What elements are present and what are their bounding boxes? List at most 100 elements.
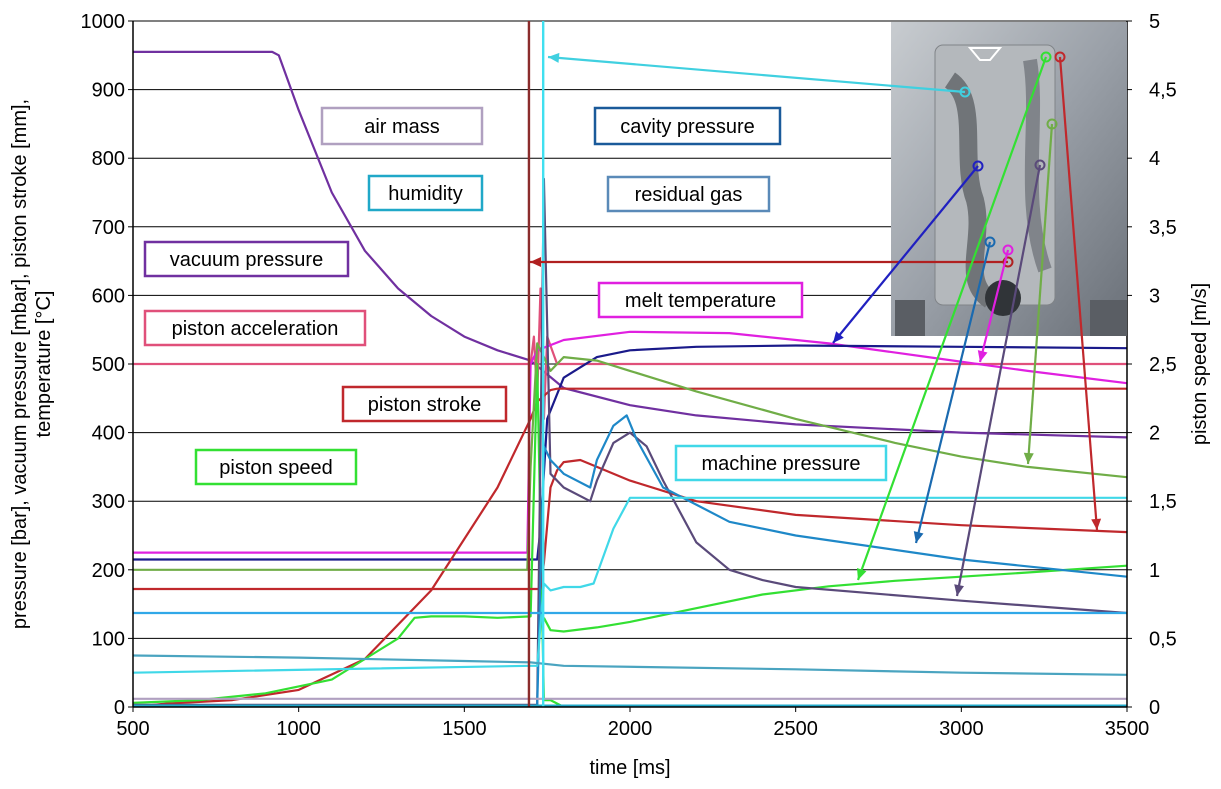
annotation-arrows — [530, 51, 1102, 597]
series-piston-speed — [133, 362, 1127, 707]
legend-box-vacuum-pressure: vacuum pressure — [143, 240, 350, 278]
arrow-head — [833, 331, 844, 343]
y-left-tick-label: 400 — [92, 423, 125, 445]
inset-shot-sleeve — [985, 280, 1021, 316]
legend-box-frame — [674, 444, 888, 482]
series-residual-gas — [133, 177, 1127, 707]
legend-box-label: cavity pressure — [620, 116, 755, 138]
x-tick-label: 2500 — [773, 718, 818, 740]
legend-box-melt-temperature: melt temperature — [597, 281, 804, 319]
y-right-tick-label: 3 — [1149, 285, 1160, 307]
x-tick-label: 2000 — [608, 718, 653, 740]
x-tick-label: 1000 — [276, 718, 321, 740]
inset-runner-right — [1023, 58, 1052, 273]
annotation-arrow-2 — [530, 256, 1014, 268]
annotation-arrow-5 — [977, 244, 1014, 363]
series-layer — [133, 21, 1127, 707]
y-right-tick-label: 4 — [1149, 148, 1160, 170]
y-left-axis-label-line-2: temperature [°C] — [33, 291, 55, 438]
arrow-shaft — [914, 241, 992, 544]
arrow-head — [1091, 518, 1102, 530]
arrow-head — [1023, 452, 1034, 464]
x-axis-label: time [ms] — [589, 757, 670, 779]
x-tick-label: 500 — [116, 718, 149, 740]
y-left-tick-label: 800 — [92, 148, 125, 170]
arrow-origin-circle — [972, 160, 984, 172]
series-vacuum-pressure — [133, 50, 1127, 439]
legend-box-frame — [143, 240, 350, 278]
x-tick-label: 3500 — [1105, 718, 1150, 740]
annotation-arrow-8 — [856, 51, 1052, 581]
legend-box-label: humidity — [388, 183, 462, 205]
inset-photo — [891, 22, 1127, 336]
annotation-arrow-3 — [832, 160, 984, 344]
series-piston-acceleration — [133, 287, 1127, 420]
x-tick-label: 1500 — [442, 718, 487, 740]
annotation-arrow-9 — [1054, 51, 1102, 531]
y-right-tick-label: 2 — [1149, 423, 1160, 445]
y-right-tick-label: 0 — [1149, 697, 1160, 719]
legend-box-machine-pressure: machine pressure — [674, 444, 888, 482]
legend-box-label: piston acceleration — [172, 318, 339, 340]
series-machine-pressure — [133, 414, 1127, 707]
annotation-arrow-7 — [1023, 118, 1058, 465]
arrow-shaft — [856, 56, 1048, 581]
arrow-shaft — [955, 164, 1042, 597]
legend-box-piston-stroke: piston stroke — [341, 385, 508, 423]
legend-box-label: machine pressure — [702, 453, 861, 475]
series-piston-stroke — [133, 387, 1127, 707]
legend-box-frame — [194, 448, 358, 486]
series-cyan-trace — [133, 496, 1127, 674]
legend-box-label: residual gas — [635, 184, 743, 206]
legend-box-cavity-pressure: cavity pressure — [593, 106, 782, 146]
arrow-head — [954, 584, 964, 596]
y-left-tick-label: 900 — [92, 80, 125, 102]
annotation-arrow-6 — [954, 159, 1046, 597]
y-right-tick-label: 4,5 — [1149, 80, 1177, 102]
arrow-shaft — [547, 55, 966, 94]
legend-box-frame — [593, 106, 782, 146]
annotation-arrow-4 — [913, 236, 996, 544]
legend-box-frame — [597, 281, 804, 319]
legend-box-humidity: humidity — [367, 174, 484, 212]
arrow-head — [548, 52, 560, 63]
inset-runner — [944, 72, 996, 308]
y-right-tick-label: 0,5 — [1149, 628, 1177, 650]
inset-corner-left — [895, 300, 925, 336]
y-right-ticks: 0 0,5 1 1,5 2 2,5 3 3,5 4 4,5 5 — [1127, 11, 1177, 719]
arrow-head — [977, 350, 988, 362]
y-right-axis-label: piston speed [m/s] — [1189, 283, 1211, 445]
y-right-tick-label: 2,5 — [1149, 354, 1177, 376]
y-left-tick-label: 0 — [114, 697, 125, 719]
legend-box-label: air mass — [364, 116, 440, 138]
y-left-axis-label: pressure [bar], vacuum pressure [mbar], … — [9, 99, 55, 629]
legend-box-frame — [320, 106, 484, 146]
arrow-shaft — [832, 165, 979, 344]
legend-box-label: melt temperature — [625, 290, 776, 312]
inset-vent-mark — [967, 47, 1003, 61]
y-right-tick-label: 3,5 — [1149, 217, 1177, 239]
legend-box-residual-gas: residual gas — [606, 175, 771, 213]
legend-box-piston-acceleration: piston acceleration — [143, 309, 367, 347]
y-left-tick-label: 300 — [92, 491, 125, 513]
legend-box-piston-speed: piston speed — [194, 448, 358, 486]
legend-box-label: vacuum pressure — [170, 249, 323, 271]
legend-box-frame — [606, 175, 771, 213]
y-left-tick-label: 500 — [92, 354, 125, 376]
legend-box-label: piston speed — [219, 457, 332, 479]
series-piston-speed-secondary — [542, 564, 1127, 633]
inset-corner-right — [1090, 300, 1127, 336]
y-left-tick-label: 700 — [92, 217, 125, 239]
legend-box-frame — [367, 174, 484, 212]
legend-box-label: piston stroke — [368, 394, 481, 416]
arrow-shaft — [1058, 56, 1099, 531]
annotation-arrow-1 — [547, 52, 971, 98]
y-left-ticks: 0 100 200 300 400 500 600 700 800 900 1000 — [81, 11, 133, 719]
legend-box-air-mass: air mass — [320, 106, 484, 146]
y-right-tick-label: 1,5 — [1149, 491, 1177, 513]
legend-box-frame — [341, 385, 508, 423]
y-left-axis-label-line-1: pressure [bar], vacuum pressure [mbar], … — [9, 99, 31, 629]
x-ticks: 500 1000 1500 2000 2500 3000 3500 — [116, 707, 1149, 740]
y-left-tick-label: 100 — [92, 628, 125, 650]
